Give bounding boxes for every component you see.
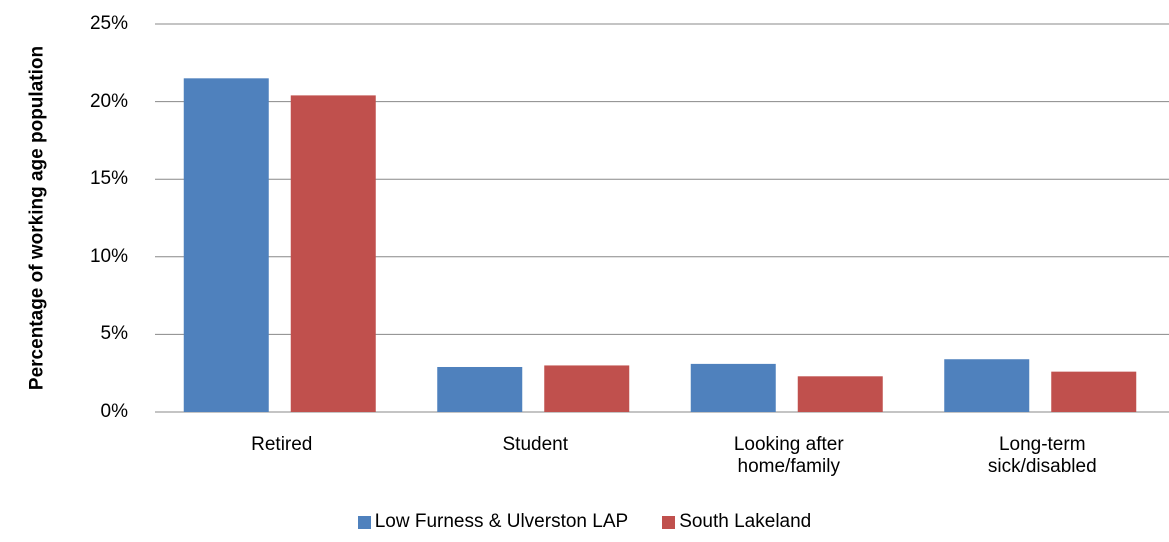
bar [544, 365, 630, 412]
bar [437, 366, 523, 412]
x-tick-label: Student [502, 434, 569, 455]
legend-item: Low Furness & Ulverston LAP [357, 511, 629, 533]
bar [690, 363, 776, 412]
y-tick-label: 15% [89, 168, 128, 190]
y-axis-title: Percentage of working age population [26, 45, 48, 391]
legend-label: Low Furness & Ulverston LAP [374, 511, 629, 532]
y-tick-label: 20% [89, 90, 128, 112]
y-tick-label: 25% [89, 13, 128, 34]
legend-label: South Lakeland [679, 511, 812, 532]
legend-item: South Lakeland [662, 511, 811, 533]
x-tick-label: Retired [251, 434, 313, 455]
legend-swatch [357, 515, 371, 529]
bar [290, 95, 376, 412]
legend-swatch [662, 515, 676, 529]
x-tick-label: Looking after home/family [733, 434, 844, 477]
legend: Low Furness & Ulverston LAP South Lakelan… [0, 511, 1169, 533]
bar [1051, 371, 1137, 412]
bar [944, 359, 1030, 412]
x-tick-label: Long-term sick/disabled [987, 434, 1097, 477]
y-tick-label: 10% [89, 245, 128, 267]
y-tick-label: 5% [100, 323, 128, 345]
bar [183, 78, 269, 412]
y-tick-label: 0% [100, 401, 128, 422]
bar [797, 376, 883, 412]
